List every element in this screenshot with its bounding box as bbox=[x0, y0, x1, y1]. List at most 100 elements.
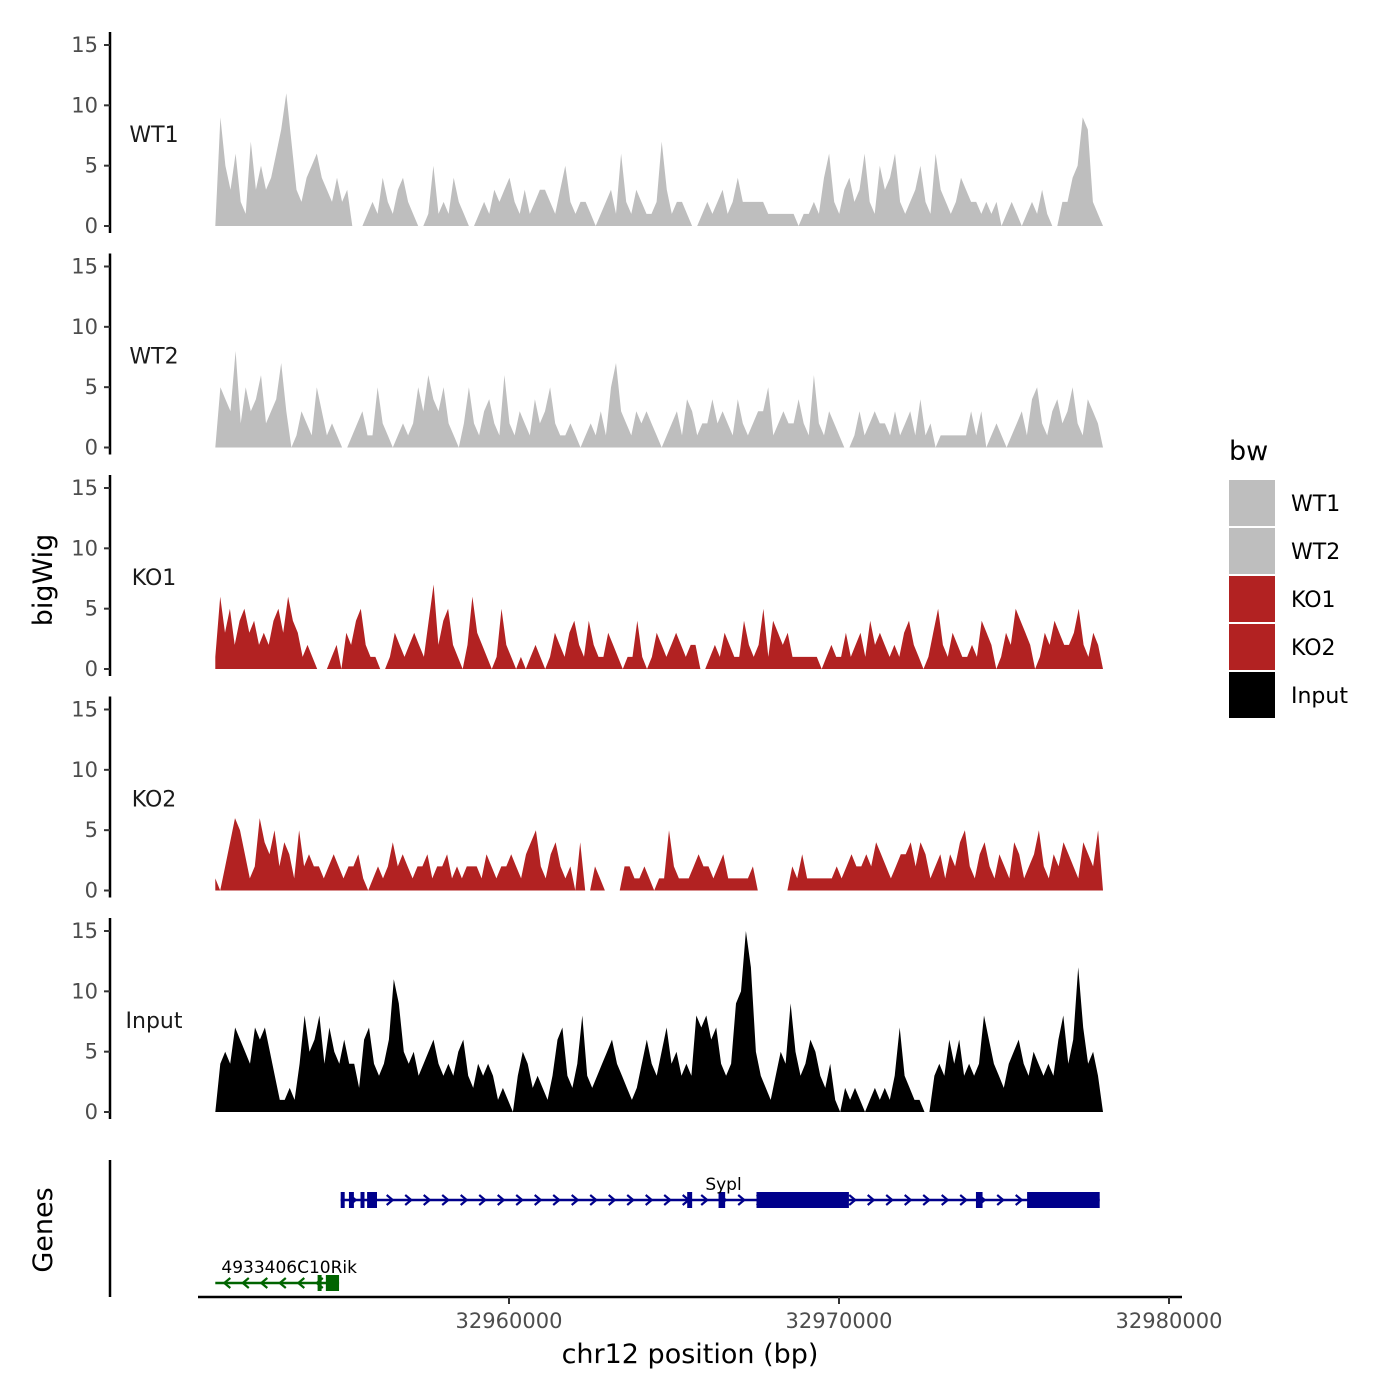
strand-arrow bbox=[589, 1194, 598, 1206]
track-wt1: 0 5 10 15 WT1 bbox=[71, 32, 1104, 238]
y-tick-label: 15 bbox=[71, 255, 98, 279]
track-label: WT2 bbox=[129, 345, 178, 370]
strand-arrow bbox=[626, 1194, 635, 1206]
y-tick-label: 0 bbox=[85, 657, 98, 681]
x-axis: 32960000 32970000 32980000 bbox=[198, 1295, 1223, 1333]
gene-exon bbox=[325, 1275, 340, 1291]
y-tick-label: 15 bbox=[71, 919, 98, 943]
track-wt2: 0 5 10 15 WT2 bbox=[71, 253, 1104, 460]
genes-panel: Genes Sypl 4933406C10Rik bbox=[28, 1160, 1100, 1297]
legend-item-input: Input bbox=[1229, 672, 1348, 718]
legend-label: WT2 bbox=[1291, 540, 1340, 565]
y-tick-label: 5 bbox=[85, 375, 98, 399]
y-tick-label: 10 bbox=[71, 758, 98, 782]
legend-item-wt1: WT1 bbox=[1229, 480, 1340, 526]
track-ko1: 0 5 10 15 KO1 bbox=[71, 475, 1104, 681]
strand-arrow bbox=[296, 1277, 306, 1289]
strand-arrow bbox=[385, 1194, 395, 1206]
gene-exon bbox=[348, 1192, 354, 1208]
strand-arrow bbox=[422, 1194, 432, 1206]
genes-axis-title: Genes bbox=[28, 1187, 59, 1272]
legend: bw WT1 WT2 KO1 KO2 Input bbox=[1229, 436, 1348, 718]
track-label: KO2 bbox=[132, 788, 177, 813]
legend-label: KO2 bbox=[1291, 636, 1336, 661]
y-tick-label: 5 bbox=[85, 597, 98, 621]
y-tick-label: 5 bbox=[85, 1040, 98, 1064]
legend-swatch bbox=[1229, 672, 1275, 718]
gene-exon bbox=[1027, 1192, 1100, 1208]
y-axis-title: bigWig bbox=[28, 534, 59, 627]
strand-arrow bbox=[459, 1194, 469, 1206]
y-tick-label: 10 bbox=[71, 93, 98, 117]
signal-area-wt1 bbox=[215, 93, 1104, 226]
strand-arrow bbox=[885, 1194, 894, 1206]
strand-arrow bbox=[922, 1194, 931, 1206]
signal-area-ko1 bbox=[215, 584, 1104, 669]
legend-label: WT1 bbox=[1291, 492, 1340, 517]
gene-exon bbox=[367, 1192, 377, 1208]
gene-sypl: Sypl bbox=[340, 1175, 1100, 1208]
strand-arrow bbox=[607, 1194, 617, 1206]
gene-exon bbox=[340, 1192, 345, 1208]
legend-swatch bbox=[1229, 624, 1275, 670]
gene-exon bbox=[687, 1192, 693, 1208]
signal-area-input bbox=[215, 931, 1104, 1112]
gene-exon bbox=[975, 1192, 983, 1208]
y-tick-label: 15 bbox=[71, 33, 98, 57]
y-tick-label: 10 bbox=[71, 536, 98, 560]
strand-arrow bbox=[663, 1194, 672, 1206]
x-tick-label: 32980000 bbox=[1116, 1309, 1223, 1333]
legend-title: bw bbox=[1229, 436, 1268, 467]
gene-exon bbox=[718, 1192, 726, 1208]
strand-arrow bbox=[848, 1194, 857, 1206]
signal-area-wt2 bbox=[215, 351, 1104, 448]
y-tick-label: 5 bbox=[85, 818, 98, 842]
x-tick-label: 32970000 bbox=[786, 1309, 893, 1333]
y-tick-label: 0 bbox=[85, 879, 98, 903]
y-tick-label: 10 bbox=[71, 315, 98, 339]
strand-arrow bbox=[866, 1194, 876, 1206]
strand-arrow bbox=[404, 1194, 413, 1206]
gene-label: Sypl bbox=[705, 1175, 741, 1195]
strand-arrow bbox=[278, 1277, 287, 1289]
track-label: KO1 bbox=[132, 566, 177, 591]
legend-items: WT1 WT2 KO1 KO2 Input bbox=[1229, 480, 1348, 718]
strand-arrow bbox=[644, 1194, 654, 1206]
legend-swatch bbox=[1229, 480, 1275, 526]
legend-item-ko2: KO2 bbox=[1229, 624, 1336, 670]
y-tick-label: 15 bbox=[71, 698, 98, 722]
y-tick-label: 0 bbox=[85, 214, 98, 238]
strand-arrow bbox=[478, 1194, 487, 1206]
signal-tracks: 0 5 10 15 WT1 0 5 10 15 WT2 0 5 10 15 KO1 0 5 10 15 KO2 0 5 10… bbox=[71, 32, 1104, 1124]
strand-arrow bbox=[496, 1194, 506, 1206]
strand-arrow bbox=[259, 1277, 269, 1289]
strand-arrow bbox=[1014, 1194, 1024, 1206]
track-input: 0 5 10 15 Input bbox=[71, 918, 1104, 1124]
strand-arrow bbox=[959, 1194, 968, 1206]
x-tick-label: 32960000 bbox=[456, 1309, 563, 1333]
strand-arrow bbox=[940, 1194, 950, 1206]
strand-arrow bbox=[996, 1194, 1005, 1206]
y-tick-label: 15 bbox=[71, 476, 98, 500]
track-label: WT1 bbox=[129, 123, 178, 148]
x-axis-title: chr12 position (bp) bbox=[562, 1339, 819, 1370]
gene-exon bbox=[317, 1275, 322, 1291]
legend-item-ko1: KO1 bbox=[1229, 576, 1336, 622]
y-tick-label: 10 bbox=[71, 979, 98, 1003]
gene-models: Sypl 4933406C10Rik bbox=[215, 1175, 1100, 1291]
strand-arrow bbox=[441, 1194, 450, 1206]
strand-arrow bbox=[552, 1194, 561, 1206]
strand-arrow bbox=[515, 1194, 524, 1206]
strand-arrow bbox=[903, 1194, 913, 1206]
gene-label: 4933406C10Rik bbox=[221, 1258, 357, 1278]
track-label: Input bbox=[126, 1009, 183, 1034]
strand-arrow bbox=[700, 1194, 709, 1206]
track-ko2: 0 5 10 15 KO2 bbox=[71, 696, 1104, 903]
y-tick-label: 5 bbox=[85, 154, 98, 178]
legend-swatch bbox=[1229, 528, 1275, 574]
gene-exon bbox=[360, 1192, 365, 1208]
legend-item-wt2: WT2 bbox=[1229, 528, 1340, 574]
y-tick-label: 0 bbox=[85, 1100, 98, 1124]
legend-label: KO1 bbox=[1291, 588, 1336, 613]
